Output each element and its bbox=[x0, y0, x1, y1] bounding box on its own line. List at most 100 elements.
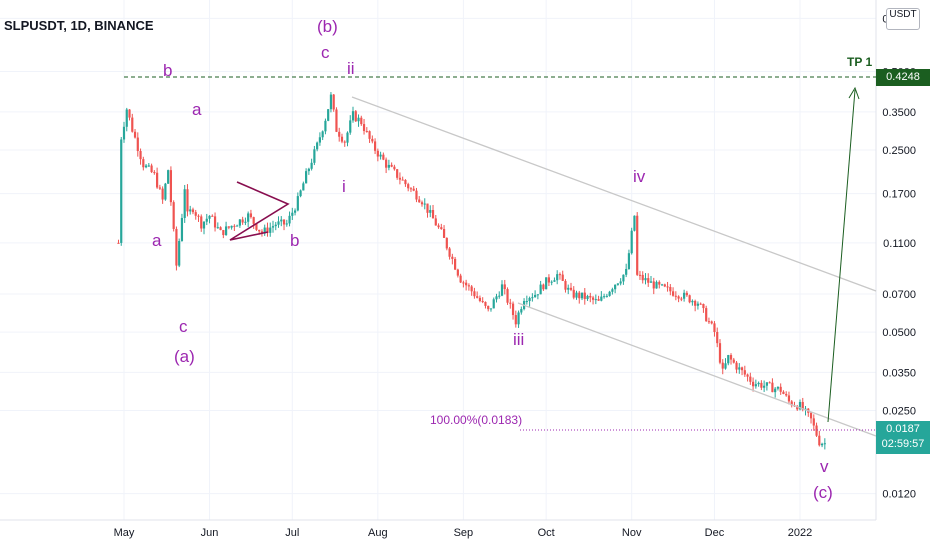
candle-body bbox=[249, 213, 253, 218]
candle-body bbox=[412, 188, 415, 191]
candle-body bbox=[357, 117, 360, 122]
candle-body bbox=[233, 225, 236, 227]
candle-body bbox=[495, 296, 498, 300]
candle-body bbox=[763, 385, 766, 388]
candle-body bbox=[558, 274, 562, 276]
candle-body bbox=[343, 141, 346, 143]
candle-body bbox=[500, 284, 504, 296]
candle-body bbox=[349, 120, 352, 133]
currency-button[interactable]: USDT bbox=[886, 8, 920, 30]
candle-body bbox=[536, 294, 539, 296]
wave-label-a-upper: a bbox=[192, 100, 202, 119]
candle-body bbox=[191, 209, 195, 213]
candle-body bbox=[274, 224, 277, 227]
time-tick-label: Aug bbox=[368, 527, 388, 539]
candle-body bbox=[586, 295, 589, 299]
candle-body bbox=[487, 305, 490, 310]
candle-body bbox=[222, 230, 225, 236]
candle-body bbox=[147, 165, 150, 167]
candle-body bbox=[534, 294, 537, 298]
candle-body bbox=[677, 296, 680, 299]
candle-body bbox=[396, 169, 399, 178]
candle-body bbox=[749, 376, 752, 382]
candle-body bbox=[236, 225, 239, 227]
candle-body bbox=[735, 362, 738, 370]
candle-body bbox=[768, 382, 771, 384]
candle-body bbox=[611, 289, 614, 292]
candle-body bbox=[296, 196, 299, 211]
time-tick-label: 2022 bbox=[788, 527, 812, 539]
candle-body bbox=[390, 164, 393, 167]
candle-body bbox=[144, 165, 148, 168]
candle-body bbox=[785, 393, 788, 396]
candle-body bbox=[724, 363, 727, 369]
candle-body bbox=[169, 170, 173, 203]
candle-body bbox=[318, 137, 322, 143]
candle-body bbox=[790, 401, 793, 406]
time-tick-label: Oct bbox=[538, 527, 555, 539]
time-tick-label: Jul bbox=[285, 527, 299, 539]
candle-body bbox=[429, 210, 432, 213]
candle-body bbox=[671, 291, 675, 296]
candle-body bbox=[702, 303, 705, 309]
candle-body bbox=[564, 280, 567, 290]
candle-body bbox=[454, 258, 457, 270]
candle-body bbox=[820, 443, 824, 446]
candle-body bbox=[376, 150, 379, 157]
candle-body bbox=[255, 223, 258, 230]
candle-body bbox=[200, 216, 203, 229]
candle-body bbox=[774, 388, 777, 393]
candle-body bbox=[351, 111, 355, 121]
candle-body bbox=[608, 291, 611, 296]
candle-body bbox=[721, 362, 724, 369]
candle-body bbox=[161, 188, 164, 200]
candle-body bbox=[139, 151, 142, 160]
candle-body bbox=[616, 283, 619, 285]
candle-body bbox=[580, 292, 584, 299]
candle-body bbox=[550, 281, 553, 283]
candle-body bbox=[404, 179, 407, 185]
candle-body bbox=[465, 282, 468, 286]
price-tick-label: 0.1700 bbox=[882, 189, 916, 201]
candle-body bbox=[644, 278, 647, 281]
candle-body bbox=[128, 109, 131, 118]
candle-body bbox=[696, 303, 700, 306]
candle-body bbox=[247, 213, 250, 222]
fib-label: 100.00%(0.0183) bbox=[430, 413, 522, 427]
candle-body bbox=[440, 227, 443, 230]
candle-body bbox=[213, 216, 217, 228]
candle-body bbox=[506, 289, 509, 303]
candle-body bbox=[478, 297, 482, 302]
candle-body bbox=[354, 111, 357, 122]
candle-body bbox=[150, 165, 153, 173]
candle-body bbox=[277, 221, 280, 225]
candle-body bbox=[740, 367, 744, 371]
candle-body bbox=[186, 189, 189, 212]
candle-body bbox=[266, 227, 269, 233]
candle-body bbox=[335, 109, 338, 132]
candle-body bbox=[765, 382, 768, 386]
candle-body bbox=[589, 295, 592, 298]
candle-body bbox=[385, 159, 388, 168]
candle-body bbox=[172, 202, 175, 229]
candle-body bbox=[561, 274, 564, 281]
candle-body bbox=[448, 248, 451, 257]
candle-body bbox=[663, 284, 666, 287]
candle-body bbox=[467, 285, 470, 287]
channel-lower-line bbox=[517, 302, 877, 437]
time-tick-label: Sep bbox=[454, 527, 474, 539]
candle-body bbox=[823, 443, 826, 445]
candle-body bbox=[451, 256, 454, 259]
wave-label-c-low: c bbox=[179, 317, 188, 336]
candle-body bbox=[779, 386, 782, 392]
candle-body bbox=[368, 131, 371, 139]
candle-body bbox=[691, 300, 694, 303]
candle-body bbox=[459, 275, 462, 283]
candle-body bbox=[382, 154, 385, 160]
candle-body bbox=[407, 184, 410, 189]
symbol-title: SLPUSDT, 1D, BINANCE bbox=[4, 18, 154, 33]
price-tick-label: 0.0250 bbox=[882, 406, 916, 418]
candle-body bbox=[470, 286, 473, 292]
candle-body bbox=[332, 94, 335, 110]
